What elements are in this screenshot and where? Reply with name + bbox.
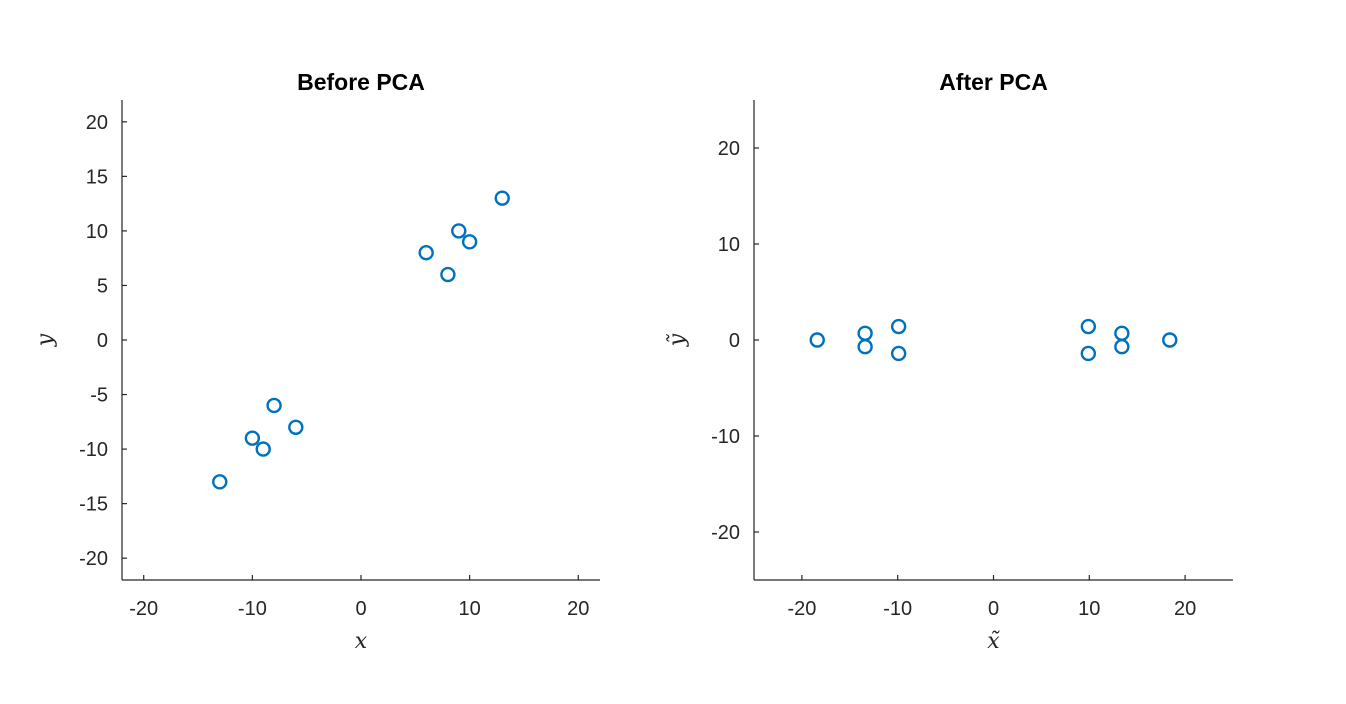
y-tick-label: -10 (79, 439, 108, 461)
data-point (1080, 345, 1097, 362)
x-tick-label: 20 (1174, 598, 1196, 620)
data-point (418, 245, 434, 261)
y-tick-label: -5 (90, 385, 108, 407)
data-point (1162, 332, 1178, 348)
x-tick-label: 10 (1078, 598, 1100, 620)
data-point (857, 339, 873, 355)
y-axis-label: y (33, 333, 58, 347)
x-tick-label: -10 (238, 598, 267, 620)
data-point (1114, 339, 1130, 355)
x-tick-label: 0 (988, 598, 999, 620)
data-point (857, 325, 873, 341)
data-point (440, 266, 456, 283)
data-point (494, 190, 510, 206)
y-tick-label: 0 (729, 330, 740, 352)
data-point (1080, 318, 1097, 335)
chart-title: After PCA (939, 69, 1048, 95)
data-point (890, 345, 907, 362)
x-tick-label: 10 (459, 598, 481, 620)
x-tick-label: 0 (355, 598, 366, 620)
x-tick-label: -20 (129, 598, 158, 620)
data-point (1114, 325, 1130, 341)
y-tick-label: 5 (97, 275, 108, 297)
data-point (288, 419, 304, 435)
chart-2: -20 -10 0 10 20 -20 -10 0 10 20 After PCA x̃ ỹ (665, 69, 1233, 654)
y-tick-label: -20 (711, 522, 740, 544)
data-point (244, 430, 261, 446)
data-point (212, 474, 228, 490)
data-point (890, 318, 907, 335)
y-tick-label: 10 (86, 221, 108, 243)
y-tick-label: -10 (711, 426, 740, 448)
y-tick-label: 0 (97, 330, 108, 352)
x-tick-label: 20 (567, 598, 589, 620)
chart-1: -20 -10 0 10 20 -20 -15 -10 -5 0 5 10 15 20 Before PCA… (33, 69, 600, 654)
y-tick-label: 20 (718, 138, 740, 160)
data-point (451, 223, 467, 239)
y-tick-label: -15 (79, 494, 108, 516)
y-tick-label: 15 (86, 166, 108, 188)
data-point (461, 234, 478, 250)
data-point (266, 397, 282, 414)
x-tick-label: -20 (787, 598, 816, 620)
x-axis-label: x̃ (987, 629, 1000, 654)
chart-title: Before PCA (297, 69, 425, 95)
y-tick-label: 20 (86, 112, 108, 134)
data-point (809, 332, 825, 348)
y-axis-label: ỹ (665, 333, 690, 347)
x-tick-label: -10 (883, 598, 912, 620)
data-point (255, 441, 271, 457)
y-tick-label: 10 (718, 234, 740, 256)
y-tick-label: -20 (79, 548, 108, 570)
x-axis-label: x (355, 629, 368, 654)
